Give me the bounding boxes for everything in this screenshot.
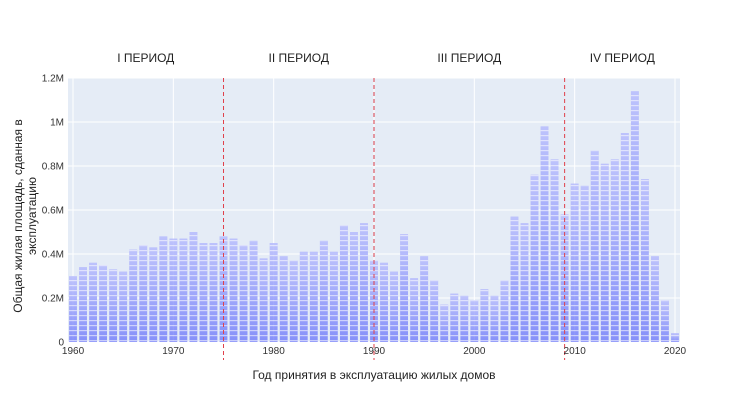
bar-1992	[390, 271, 398, 342]
bar-1960	[69, 276, 77, 342]
bar-1991	[380, 262, 388, 342]
bar-1993	[400, 234, 409, 342]
bar-1961	[79, 267, 87, 342]
bar-1990	[370, 260, 378, 342]
x-tick-label: 1970	[162, 346, 185, 357]
y-tick-label: 0.2M	[42, 294, 64, 305]
x-tick-labels: 1960 1970 1980 1990 2000 2010 2020	[62, 346, 687, 357]
bar-2008	[550, 159, 559, 342]
bar-2018	[651, 256, 659, 342]
x-tick-label: 1960	[62, 346, 85, 357]
period-labels: I ПЕРИОД II ПЕРИОД III ПЕРИОД IV ПЕРИОД	[117, 51, 655, 65]
bar-2001	[480, 289, 489, 342]
bar-1966	[129, 249, 138, 342]
y-tick-label: 0.4M	[42, 250, 64, 261]
bar-1974	[209, 243, 218, 342]
bar-1971	[179, 238, 188, 342]
bar-1988	[350, 232, 358, 342]
bar-1980	[269, 243, 278, 342]
period-label-3: III ПЕРИОД	[437, 51, 501, 65]
bar-1999	[460, 295, 469, 342]
y-tick-labels: 0 0.2M 0.4M 0.6M 0.8M 1M 1.2M	[42, 74, 65, 349]
bar-1985	[319, 240, 328, 342]
bar-1996	[430, 280, 439, 342]
period-label-2: II ПЕРИОД	[269, 51, 329, 65]
x-tick-label: 1980	[263, 346, 286, 357]
bar-2005	[520, 223, 529, 342]
bar-1981	[279, 256, 288, 342]
bar-1977	[239, 245, 248, 342]
x-tick-label: 2010	[564, 346, 587, 357]
bar-1997	[440, 304, 449, 342]
bar-1967	[139, 245, 148, 342]
bar-2016	[630, 91, 639, 342]
period-label-1: I ПЕРИОД	[117, 51, 174, 65]
bar-2015	[620, 133, 629, 342]
y-axis-title: Общая жилая площадь, сданная вэксплуатац…	[11, 119, 39, 312]
bar-1963	[99, 265, 108, 342]
bar-2003	[500, 280, 509, 342]
y-tick-label: 1M	[50, 118, 64, 129]
bar-1983	[299, 251, 308, 342]
period-label-4: IV ПЕРИОД	[590, 51, 655, 65]
y-tick-label: 0.8M	[42, 162, 64, 173]
bar-1970	[169, 238, 178, 342]
bar-1964	[109, 269, 118, 342]
x-tick-label: 1990	[363, 346, 386, 357]
bar-1962	[89, 262, 97, 342]
x-tick-label: 2020	[664, 346, 687, 357]
bar-1965	[119, 271, 128, 342]
bar-2011	[580, 185, 589, 342]
y-tick-label: 0.6M	[42, 206, 64, 217]
bar-1989	[360, 223, 368, 342]
bars	[69, 91, 679, 343]
bar-2020	[671, 333, 679, 342]
bar-2000	[470, 300, 479, 342]
period-boundaries	[223, 78, 566, 360]
bar-1973	[199, 243, 208, 342]
y-tick-label: 1.2M	[42, 74, 64, 85]
bar-2002	[490, 295, 499, 342]
bar-1998	[450, 293, 459, 342]
bar-1986	[329, 251, 338, 342]
bar-2014	[610, 159, 619, 342]
bar-2017	[640, 179, 649, 342]
bar-1994	[410, 278, 419, 342]
bar-2009	[560, 214, 569, 342]
bar-2012	[590, 150, 599, 342]
bar-2007	[540, 126, 549, 343]
bar-1976	[229, 238, 238, 342]
bar-1978	[249, 240, 258, 342]
bar-2004	[510, 216, 519, 342]
bar-2013	[600, 163, 609, 342]
bar-1968	[149, 247, 158, 342]
bar-1982	[289, 260, 298, 342]
y-tick-label: 0	[58, 338, 64, 349]
x-axis-title: Год принятия в эксплуатацию жилых домов	[252, 368, 495, 382]
bar-1969	[159, 236, 168, 342]
bar-2006	[530, 174, 539, 342]
bar-2019	[661, 300, 669, 342]
bar-1979	[259, 258, 268, 342]
bar-1995	[420, 256, 429, 342]
x-tick-label: 2000	[463, 346, 486, 357]
bar-1984	[309, 251, 318, 342]
bar-1987	[339, 225, 348, 342]
bar-2010	[570, 183, 579, 342]
bar-1972	[189, 232, 198, 342]
